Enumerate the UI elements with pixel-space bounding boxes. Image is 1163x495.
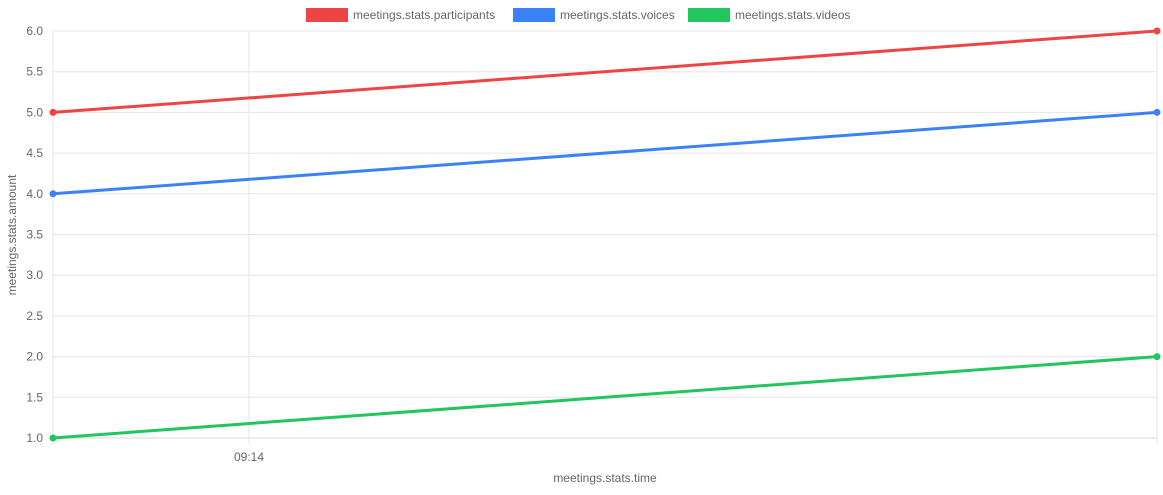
- legend-label: meetings.stats.videos: [735, 8, 850, 22]
- y-axis-title: meetings.stats.amount: [5, 174, 19, 295]
- series-line: [51, 355, 1159, 440]
- y-tick-label: 3.5: [26, 228, 43, 242]
- legend-swatch: [306, 8, 348, 22]
- series-line: [51, 29, 1159, 114]
- legend-item[interactable]: meetings.stats.videos: [688, 8, 850, 22]
- y-tick-label: 5.0: [26, 105, 43, 119]
- grid-lines: [52, 30, 1158, 444]
- data-point[interactable]: [1153, 353, 1161, 361]
- axes: 1.0 1.5 2.0 2.5 3.0 3.5 4.0 4.5 5.0 5.5 6.0 09:14: [26, 24, 264, 464]
- series-lines: [49, 27, 1161, 442]
- y-tick-label: 3.0: [26, 268, 43, 282]
- data-point[interactable]: [49, 108, 57, 116]
- y-tick-label: 1.0: [26, 431, 43, 445]
- data-point[interactable]: [49, 190, 57, 198]
- legend-label: meetings.stats.voices: [560, 8, 675, 22]
- legend-swatch: [688, 8, 730, 22]
- y-tick-label: 5.5: [26, 65, 43, 79]
- y-tick-label: 6.0: [26, 24, 43, 38]
- legend[interactable]: meetings.stats.participants meetings.stat…: [306, 8, 850, 22]
- y-tick-label: 1.5: [26, 390, 43, 404]
- data-point[interactable]: [1153, 108, 1161, 116]
- data-point[interactable]: [49, 434, 57, 442]
- legend-swatch: [513, 8, 555, 22]
- y-tick-label: 4.0: [26, 187, 43, 201]
- legend-label: meetings.stats.participants: [353, 8, 495, 22]
- x-axis-title: meetings.stats.time: [553, 471, 657, 485]
- y-tick-label: 2.5: [26, 309, 43, 323]
- x-tick-label: 09:14: [234, 450, 264, 464]
- legend-item[interactable]: meetings.stats.voices: [513, 8, 675, 22]
- data-point[interactable]: [1153, 27, 1161, 35]
- y-tick-label: 4.5: [26, 146, 43, 160]
- y-tick-label: 2.0: [26, 350, 43, 364]
- series-line: [51, 110, 1159, 196]
- legend-item[interactable]: meetings.stats.participants: [306, 8, 495, 22]
